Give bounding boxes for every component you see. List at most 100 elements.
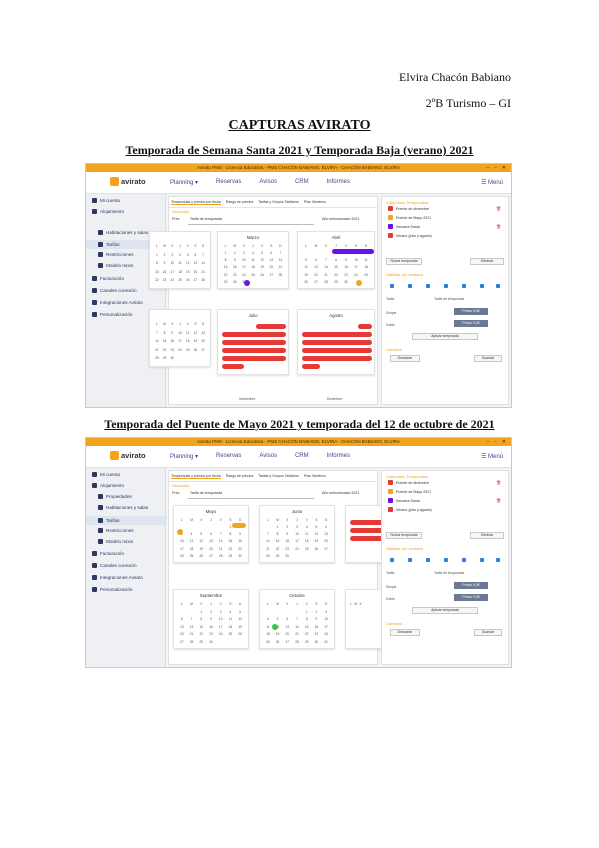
- delete-icon[interactable]: 🗑: [496, 498, 502, 503]
- apply-season-button[interactable]: Aplicar temporada: [412, 607, 478, 614]
- verano-range[interactable]: [358, 324, 372, 329]
- sidebar-item-modelo-mixto[interactable]: Modelo mixto: [98, 263, 133, 268]
- discard-button[interactable]: Descartar: [390, 629, 420, 636]
- weekday-checkbox[interactable]: [426, 558, 430, 562]
- sidebar-item-mi-cuenta[interactable]: Mi cuenta: [92, 198, 120, 203]
- window-controls-icon[interactable]: – ▫ ✕: [486, 165, 508, 171]
- puente-mayo-marker[interactable]: [177, 529, 183, 535]
- weekday-checkbox[interactable]: [496, 284, 500, 288]
- discard-button[interactable]: Descartar: [390, 355, 420, 362]
- sidebar-item-personalizacion[interactable]: Personalización: [92, 587, 132, 592]
- rate-select[interactable]: Tarifa de temporada: [188, 491, 314, 499]
- tarifa-select[interactable]: Tarifa de temporada: [434, 297, 465, 301]
- semana-santa-marker[interactable]: [244, 280, 250, 286]
- sidebar-item-restricciones[interactable]: Restricciones: [98, 252, 134, 257]
- nav-planning[interactable]: Planning ▾: [170, 180, 199, 186]
- double-price-button[interactable]: Precio 0,0€: [454, 320, 488, 327]
- sidebar-item-modelo-mixto[interactable]: Modelo mixto: [98, 539, 133, 544]
- sidebar-item-habitaciones[interactable]: Habitaciones y salas: [98, 505, 148, 510]
- sidebar-item-tarifas[interactable]: Tarifas: [86, 240, 165, 249]
- nav-informes[interactable]: Informes: [326, 453, 350, 459]
- verano-range[interactable]: [350, 536, 384, 541]
- tab-temporadas[interactable]: Temporadas y precios por fecha: [171, 200, 221, 205]
- verano-range[interactable]: [222, 340, 286, 345]
- rate-select[interactable]: Tarifa de temporada: [188, 217, 314, 225]
- weekday-checkbox[interactable]: [408, 284, 412, 288]
- season-item[interactable]: Verano (julio y agosto): [388, 507, 432, 512]
- sidebar-item-facturacion[interactable]: Facturación: [92, 276, 124, 281]
- season-item[interactable]: Puente de diciembre: [388, 206, 429, 211]
- weekday-checkbox[interactable]: [426, 284, 430, 288]
- verano-range[interactable]: [302, 332, 372, 337]
- verano-range[interactable]: [302, 364, 320, 369]
- nav-crm[interactable]: CRM: [294, 453, 309, 459]
- season-item[interactable]: Semana Santa: [388, 224, 420, 229]
- verano-range[interactable]: [350, 528, 384, 533]
- season-item[interactable]: Puente de Mayo 2021: [388, 215, 431, 220]
- weekday-checkbox[interactable]: [462, 558, 466, 562]
- year-select[interactable]: Año seleccionado 2021: [322, 491, 360, 495]
- weekday-checkbox[interactable]: [496, 558, 500, 562]
- sidebar-item-personalizacion[interactable]: Personalización: [92, 312, 132, 317]
- verano-range[interactable]: [222, 356, 286, 361]
- season-item[interactable]: Puente de diciembre: [388, 480, 429, 485]
- nav-reservas[interactable]: Reservas: [216, 453, 242, 459]
- delete-season-button[interactable]: Eliminar: [470, 532, 504, 539]
- season-item[interactable]: Verano (julio y agosto): [388, 233, 432, 238]
- tab-rango[interactable]: Rango de precios: [225, 474, 254, 478]
- verano-range[interactable]: [350, 520, 384, 525]
- nav-crm[interactable]: CRM: [294, 179, 309, 185]
- nav-avisos[interactable]: Avisos: [259, 179, 277, 185]
- season-item[interactable]: Puente de Mayo 2021: [388, 489, 431, 494]
- nav-reservas[interactable]: Reservas: [216, 179, 242, 185]
- tab-temporadas[interactable]: Temporadas y precios por fecha: [171, 474, 221, 479]
- sidebar-item-canales[interactable]: Canales conexión: [92, 288, 137, 293]
- tab-tarifas[interactable]: Tarifas y Grupos Tarifarios: [258, 474, 299, 478]
- save-button[interactable]: Guardar: [474, 355, 502, 362]
- season-item[interactable]: Semana Santa: [388, 498, 420, 503]
- nav-planning[interactable]: Planning ▾: [170, 454, 199, 460]
- weekday-checkbox[interactable]: [480, 558, 484, 562]
- semana-santa-range[interactable]: [332, 249, 374, 254]
- menu-button[interactable]: ☰ Menú: [480, 454, 503, 460]
- nav-avisos[interactable]: Avisos: [259, 453, 277, 459]
- delete-icon[interactable]: 🗑: [496, 480, 502, 485]
- sidebar-item-mi-cuenta[interactable]: Mi cuenta: [92, 472, 120, 477]
- nav-informes[interactable]: Informes: [326, 179, 350, 185]
- weekday-checkbox[interactable]: [408, 558, 412, 562]
- sidebar-item-facturacion[interactable]: Facturación: [92, 551, 124, 556]
- verano-range[interactable]: [302, 356, 372, 361]
- double-price-button[interactable]: Precio 0,0€: [454, 594, 488, 601]
- verano-range[interactable]: [256, 324, 286, 329]
- tarifa-select[interactable]: Tarifa de temporada: [434, 571, 465, 575]
- weekday-checkbox[interactable]: [444, 558, 448, 562]
- new-season-button[interactable]: Nueva temporada: [386, 258, 422, 265]
- sidebar-item-alojamiento[interactable]: Alojamiento: [92, 483, 124, 488]
- new-season-button[interactable]: Nueva temporada: [386, 532, 422, 539]
- puente-mayo-marker[interactable]: [356, 280, 362, 286]
- single-price-button[interactable]: Precio 0,0€: [454, 308, 488, 315]
- weekday-checkbox[interactable]: [462, 284, 466, 288]
- puente-mayo-range[interactable]: [232, 523, 246, 528]
- sidebar-item-restricciones[interactable]: Restricciones: [98, 528, 134, 533]
- tab-plan[interactable]: Plan Genérico: [303, 200, 327, 204]
- sidebar-item-alojamiento[interactable]: Alojamiento: [92, 209, 124, 214]
- sidebar-item-canales[interactable]: Canales conexión: [92, 563, 137, 568]
- verano-range[interactable]: [222, 364, 244, 369]
- tab-rango[interactable]: Rango de precios: [225, 200, 254, 204]
- weekday-checkbox[interactable]: [480, 284, 484, 288]
- menu-button[interactable]: ☰ Menú: [480, 180, 503, 186]
- weekday-checkbox[interactable]: [390, 284, 394, 288]
- octubre-marker[interactable]: [272, 624, 278, 630]
- verano-range[interactable]: [302, 340, 372, 345]
- sidebar-item-propiedades[interactable]: Propiedades: [98, 494, 132, 499]
- sidebar-item-integraciones[interactable]: Integraciones Avirato: [92, 575, 143, 580]
- weekday-checkbox[interactable]: [390, 558, 394, 562]
- apply-season-button[interactable]: Aplicar temporada: [412, 333, 478, 340]
- verano-range[interactable]: [222, 348, 286, 353]
- tab-plan[interactable]: Plan Genérico: [303, 474, 327, 478]
- sidebar-item-habitaciones[interactable]: Habitaciones y salas: [98, 230, 148, 235]
- delete-icon[interactable]: 🗑: [496, 206, 502, 211]
- tab-tarifas[interactable]: Tarifas y Grupos Tarifarios: [258, 200, 299, 204]
- window-controls-icon[interactable]: – ▫ ✕: [486, 439, 508, 445]
